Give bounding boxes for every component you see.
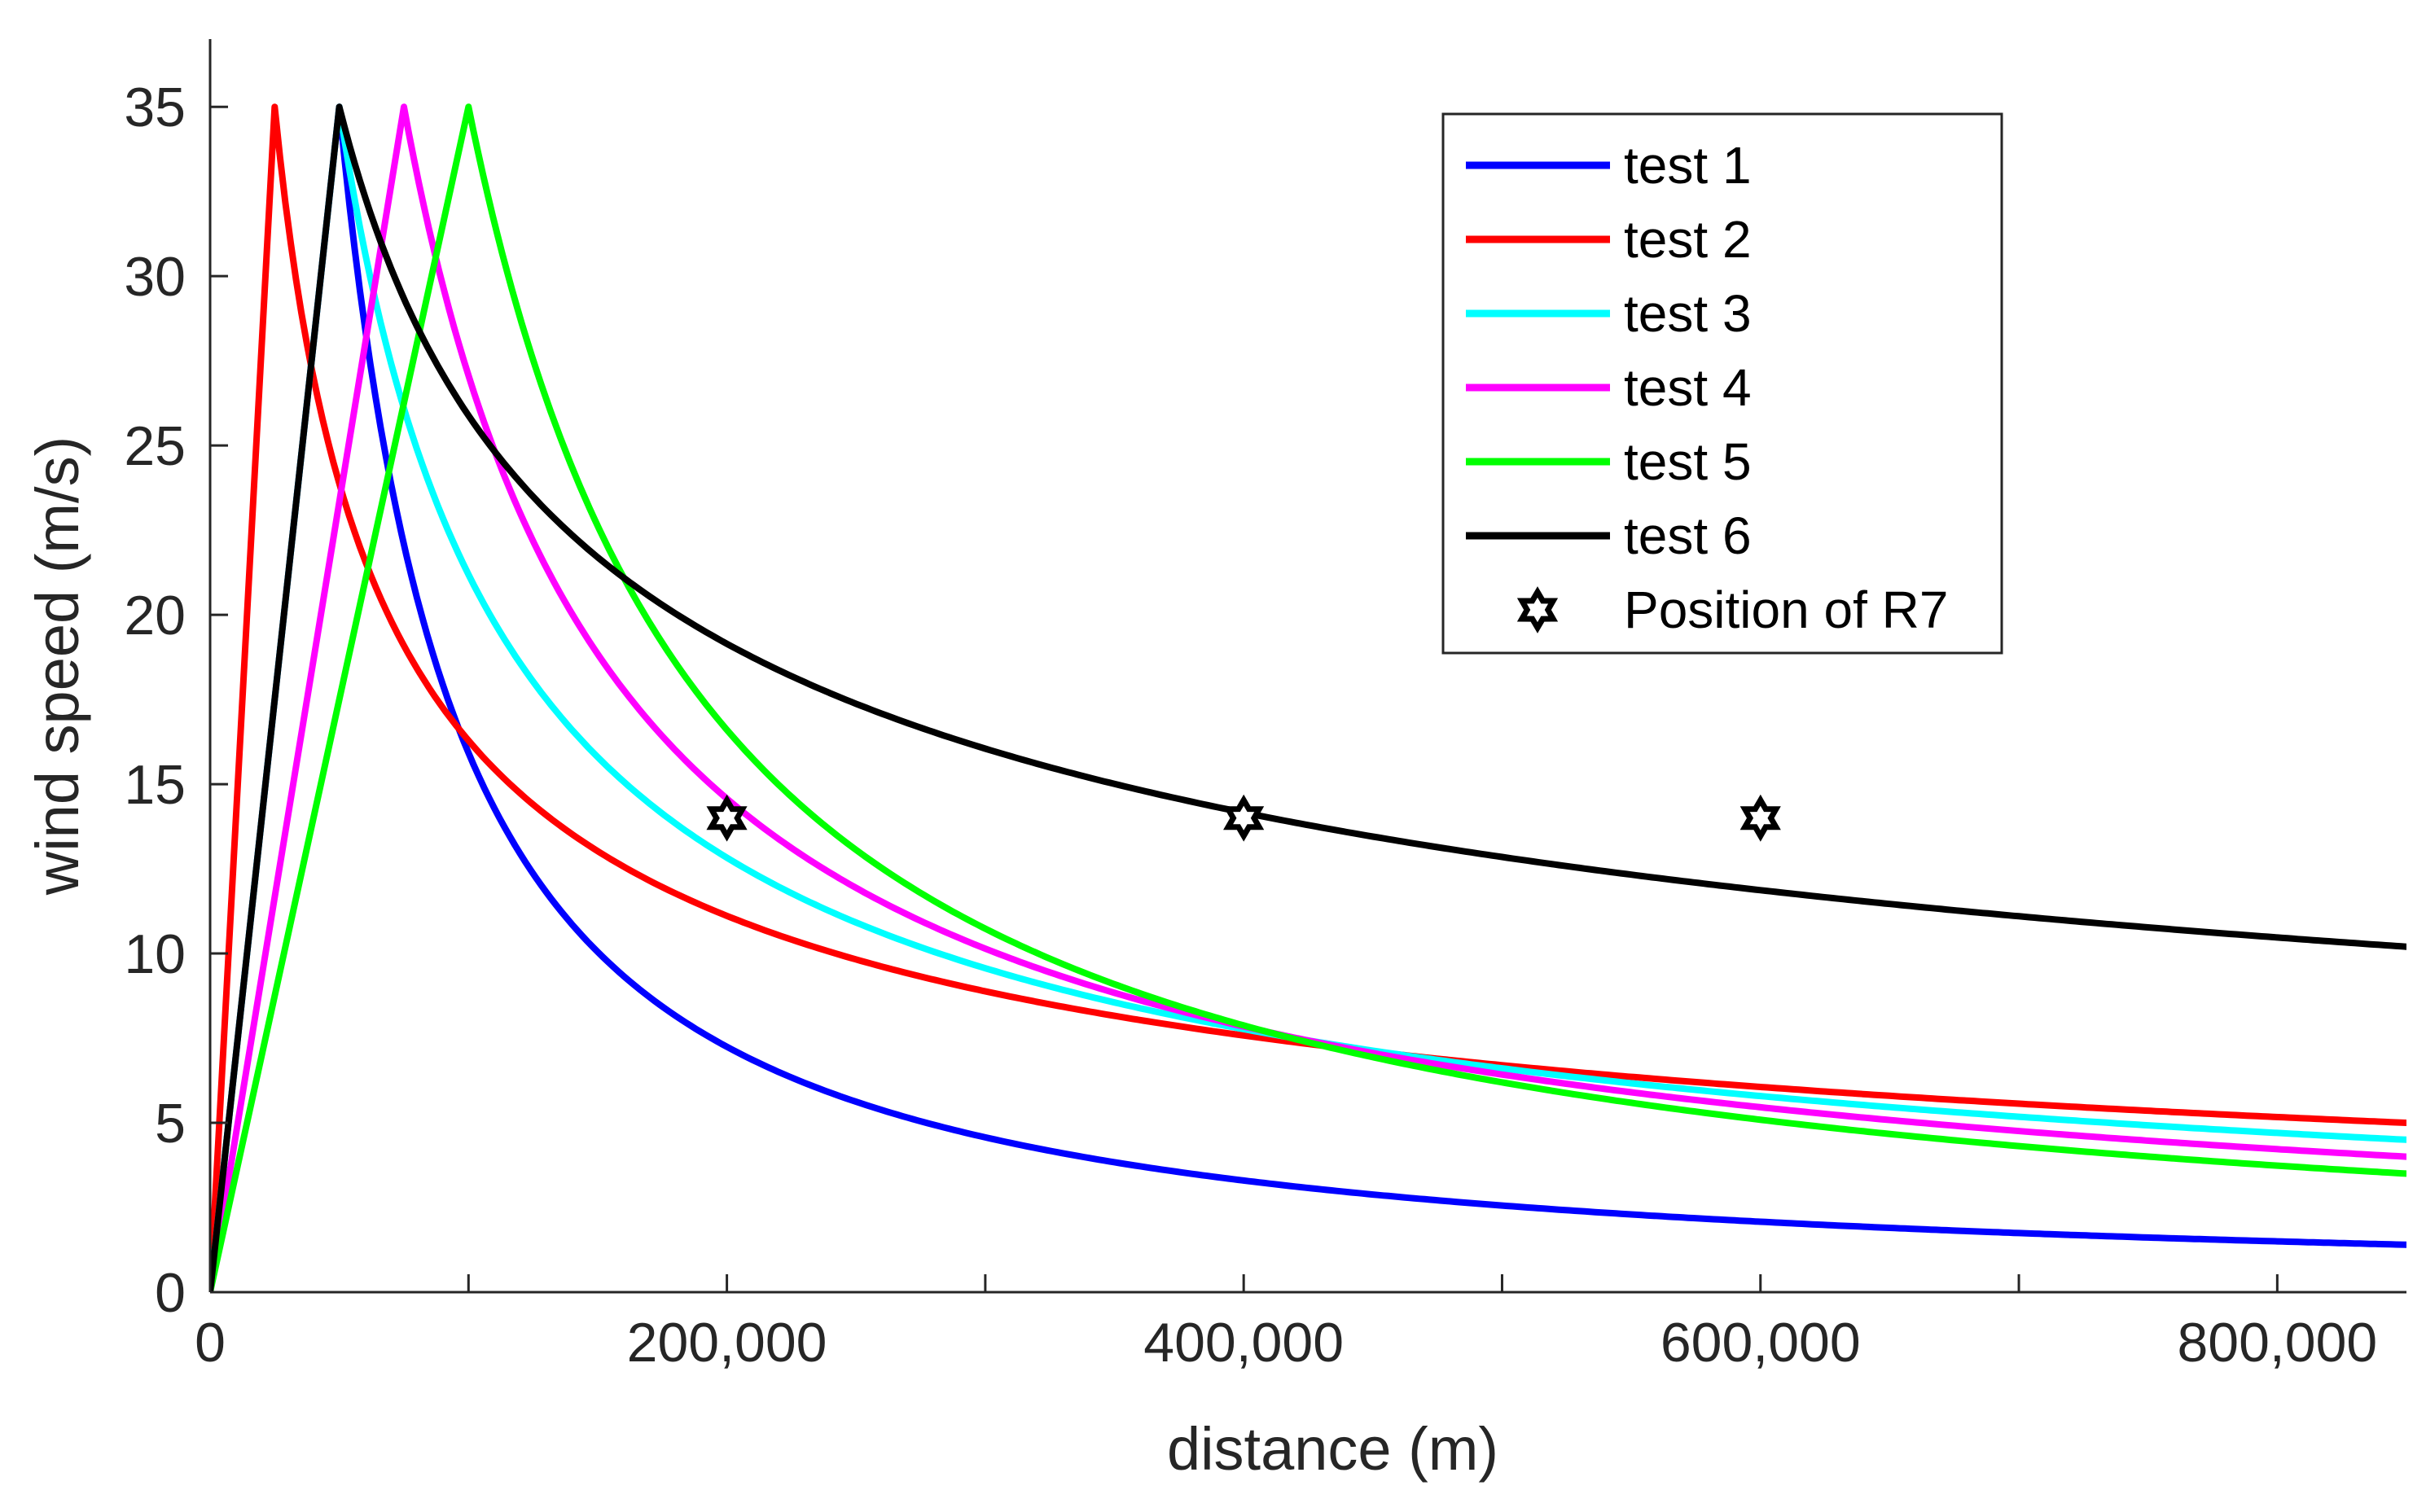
y-tick-label: 20 xyxy=(124,585,186,646)
axes: 0 5 10 15 20 25 30 35 0 200,000 400,000 600,000 800,… xyxy=(24,39,2406,1483)
y-tick-label: 10 xyxy=(124,923,186,985)
series-line-6 xyxy=(210,103,2406,1292)
legend: test 1 test 2 test 3 test 4 test 5 test 6 Posi… xyxy=(1441,112,2003,655)
r7-markers xyxy=(706,794,1781,842)
legend-marker-r7 xyxy=(1516,586,1559,633)
y-tick-label: 15 xyxy=(124,754,186,816)
legend-label-1: test 1 xyxy=(1624,136,1752,195)
x-tick-label: 0 xyxy=(195,1312,226,1374)
x-axis-title: distance (m) xyxy=(1167,1415,1498,1483)
legend-label-3: test 3 xyxy=(1624,284,1752,343)
y-tick-label: 5 xyxy=(155,1093,186,1155)
x-tick-label: 800,000 xyxy=(2177,1312,2377,1374)
y-tick-label: 25 xyxy=(124,415,186,477)
y-axis-title: wind speed (m/s) xyxy=(24,436,91,896)
y-tick-label: 35 xyxy=(124,77,186,138)
legend-label-2: test 2 xyxy=(1624,210,1752,269)
r7-marker-3 xyxy=(1739,794,1781,842)
series-line-3 xyxy=(210,103,2406,1292)
series-line-4 xyxy=(210,103,2406,1292)
x-tick-label: 600,000 xyxy=(1660,1312,1861,1374)
r7-marker-1 xyxy=(706,794,748,842)
series-lines xyxy=(210,103,2406,1292)
y-tick-label: 30 xyxy=(124,246,186,308)
x-tick-label: 400,000 xyxy=(1143,1312,1344,1374)
series-line-2 xyxy=(210,103,2406,1292)
legend-box xyxy=(1441,112,2003,655)
x-tick-label: 200,000 xyxy=(627,1312,827,1374)
series-line-5 xyxy=(210,103,2406,1292)
legend-label-5: test 5 xyxy=(1624,432,1752,491)
legend-label-r7: Position of R7 xyxy=(1624,581,1948,639)
y-tick-label: 0 xyxy=(155,1262,186,1324)
r7-marker-2 xyxy=(1223,794,1265,842)
legend-label-4: test 4 xyxy=(1624,358,1752,417)
legend-label-6: test 6 xyxy=(1624,506,1752,565)
series-line-1 xyxy=(210,103,2406,1292)
